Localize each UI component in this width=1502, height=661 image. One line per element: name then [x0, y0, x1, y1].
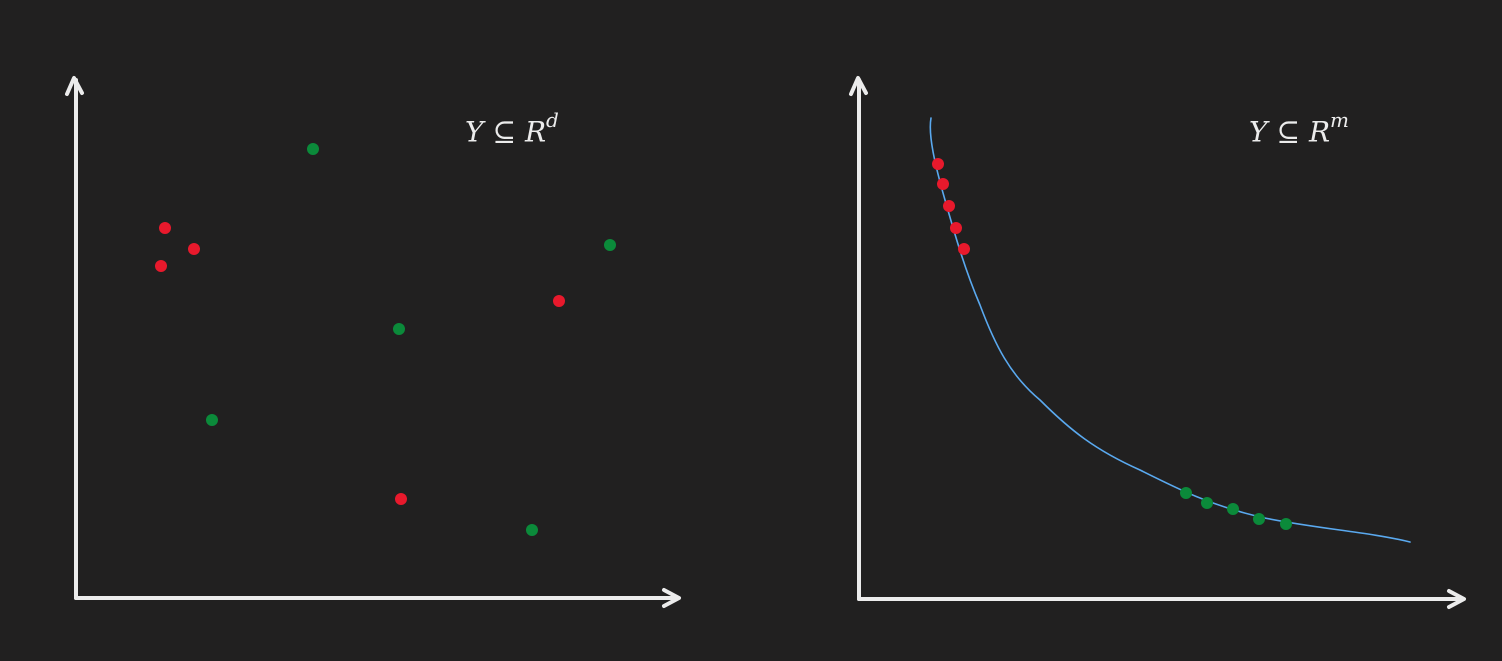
right-set-label: Y ⊆ Rm [1249, 110, 1349, 149]
left-set-label: Y ⊆ Rd [465, 110, 559, 149]
right-label-var: Y [1249, 115, 1268, 149]
left-red-point-5 [395, 493, 407, 505]
left-green-point-5 [526, 524, 538, 536]
left-green-point-4 [206, 414, 218, 426]
right-red-point-2 [937, 178, 949, 190]
right-label-space: R [1308, 115, 1331, 149]
right-x-arrowhead [1447, 589, 1466, 609]
left-red-point-1 [159, 222, 171, 234]
left-scatter-points [155, 143, 616, 536]
left-label-var: Y [465, 115, 484, 149]
right-axes [849, 76, 1466, 609]
left-red-point-4 [553, 295, 565, 307]
right-y-arrowhead [849, 76, 868, 96]
right-red-point-4 [950, 222, 962, 234]
right-green-point-5 [1280, 518, 1292, 530]
left-green-point-1 [307, 143, 319, 155]
right-green-point-2 [1201, 497, 1213, 509]
left-label-exponent: d [546, 108, 559, 132]
right-scatter-points [932, 158, 1292, 530]
right-red-point-1 [932, 158, 944, 170]
right-green-point-1 [1180, 487, 1192, 499]
left-red-point-2 [188, 243, 200, 255]
left-label-subset-op: ⊆ [492, 115, 516, 149]
left-y-arrowhead [65, 76, 84, 96]
right-red-point-5 [958, 243, 970, 255]
left-green-point-3 [393, 323, 405, 335]
right-green-point-3 [1227, 503, 1239, 515]
left-axes [65, 76, 681, 608]
left-label-space: R [524, 115, 547, 149]
left-x-arrowhead [662, 588, 681, 608]
manifold-curve [929, 117, 1411, 543]
left-green-point-2 [604, 239, 616, 251]
right-red-point-3 [943, 200, 955, 212]
right-green-point-4 [1253, 513, 1265, 525]
right-label-exponent: m [1330, 108, 1350, 132]
left-red-point-3 [155, 260, 167, 272]
right-label-subset-op: ⊆ [1276, 115, 1300, 149]
